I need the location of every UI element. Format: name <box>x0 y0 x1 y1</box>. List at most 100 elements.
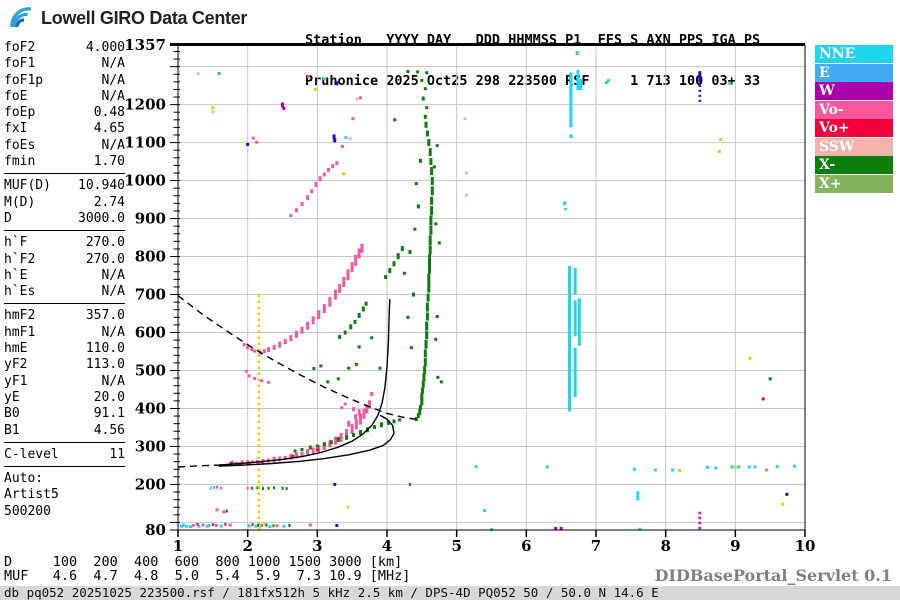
param-label: D <box>4 210 12 226</box>
series-f1-o-trace-red <box>229 436 340 466</box>
series-line190-green <box>250 486 288 491</box>
param-row-fxi: fxI 4.65 <box>4 121 125 137</box>
series-line190-cyan <box>209 485 216 490</box>
param-value: 4.000 <box>85 40 125 55</box>
series-es-green <box>225 482 411 528</box>
series-hi-lightblue <box>217 71 221 75</box>
param-label: hmF1 <box>4 324 36 340</box>
series-f3-trace <box>289 161 339 218</box>
x-tick-label-9: 9 <box>730 537 740 555</box>
param-value: N/A <box>101 137 125 153</box>
parameter-panel: foF2 4.000 foF1 N/A foF1p N/A foE N/A foEp 0.48 fx… <box>4 40 125 527</box>
series-hi-yellow <box>211 87 723 176</box>
y-tick-label-1000: 1000 <box>124 172 166 190</box>
series-f2-trace <box>242 243 364 384</box>
curve-o-trace-fit <box>218 299 391 466</box>
y-tick-label-600: 600 <box>135 324 166 342</box>
legend-item-e: E <box>815 63 893 82</box>
param-value: 270.0 <box>85 235 125 251</box>
param-label: hmF2 <box>4 308 36 324</box>
param-label: foF1p <box>4 72 44 88</box>
param-value: 113.0 <box>85 357 125 373</box>
legend-item-nne: NNE <box>815 45 893 63</box>
param-value: N/A <box>101 267 125 283</box>
param-value: N/A <box>101 88 125 104</box>
series-es-pink <box>191 508 312 528</box>
series-es-cyan <box>179 491 642 532</box>
param-value: 20.0 <box>93 389 125 405</box>
param-group: MUF(D) 10.940 M(D) 2.74 D 3000.0 <box>4 178 125 232</box>
param-value: 4.56 <box>93 422 125 438</box>
param-value: 357.0 <box>85 308 125 324</box>
x-tick-label-5: 5 <box>451 537 461 555</box>
series-right-misc-lightgreen <box>765 468 769 472</box>
y-tick-label-900: 900 <box>135 210 166 228</box>
series-line190-yellow <box>257 485 260 489</box>
param-value: 270.0 <box>85 251 125 267</box>
y-tick-label-1200: 1200 <box>124 96 166 114</box>
y-tick-label-200: 200 <box>135 475 166 493</box>
param-row-hf2: h`F2 270.0 <box>4 252 125 268</box>
x-tick-label-10: 10 <box>795 537 816 555</box>
param-value: N/A <box>101 72 125 88</box>
param-label: yF2 <box>4 357 28 373</box>
curve-x-trace-hook <box>218 414 395 467</box>
x-tick-label-2: 2 <box>242 537 252 555</box>
param-value: 91.1 <box>93 406 125 422</box>
y-tick-label-1100: 1100 <box>124 134 166 152</box>
param-row-foep: foEp 0.48 <box>4 105 125 121</box>
param-row-b0: B0 91.1 <box>4 406 125 422</box>
param-row-fof2: foF2 4.000 <box>4 40 125 56</box>
series-nne-vertical-bars <box>563 51 583 412</box>
param-value: 11 <box>109 446 125 462</box>
y-tick-label-500: 500 <box>135 361 166 379</box>
x-tick-label-6: 6 <box>521 537 531 555</box>
param-value: 110.0 <box>85 341 125 357</box>
param-row-hmf2: hmF2 357.0 <box>4 308 125 324</box>
lowell-giro-logo: Lowell GIRO Data Center <box>8 6 247 30</box>
param-row-fof1: foF1 N/A <box>4 56 125 72</box>
legend-item-w: W <box>815 82 893 100</box>
series-line190-pink <box>216 485 249 490</box>
series-hi-pink <box>251 75 363 148</box>
y-tick-label-300: 300 <box>135 437 166 455</box>
param-label: h`E <box>4 267 28 283</box>
y-tick-label-1357: 1357 <box>124 36 166 54</box>
logo-text: Lowell GIRO Data Center <box>41 7 248 28</box>
param-row-hes: h`Es N/A <box>4 284 125 300</box>
autoscaling-info: Auto: Artist5 500200 <box>4 471 125 523</box>
param-row-hme: hmE 110.0 <box>4 341 125 357</box>
legend-item-x: X+ <box>815 174 893 193</box>
echo-direction-legend: NNE E W Vo- Vo+ SSW X- X+ <box>815 45 893 193</box>
series-x1-vertical <box>402 70 443 422</box>
y-tick-label-700: 700 <box>135 286 166 304</box>
param-row-foes: foEs N/A <box>4 138 125 154</box>
series-es-yellow <box>259 505 349 529</box>
param-label: h`F2 <box>4 251 36 267</box>
param-label: MUF(D) <box>4 178 51 194</box>
param-row-b1: B1 4.56 <box>4 423 125 439</box>
param-value: 1.70 <box>93 154 125 170</box>
param-label: B0 <box>4 406 20 422</box>
series-es-purple <box>554 526 563 530</box>
param-label: foF1 <box>4 56 36 72</box>
param-row-foe: foE N/A <box>4 89 125 105</box>
param-row-he: h`E N/A <box>4 268 125 284</box>
giro-wave-icon <box>8 6 36 30</box>
y-tick-label-400: 400 <box>135 399 166 417</box>
param-value: N/A <box>101 373 125 389</box>
series-line245-cyan <box>474 464 797 472</box>
series-right-misc-green <box>768 377 772 381</box>
param-value: N/A <box>101 324 125 340</box>
auto-line: Artist5 <box>4 487 59 503</box>
param-value: 0.48 <box>93 105 125 121</box>
series-hi-navy <box>246 81 339 147</box>
legend-item-x: X- <box>815 156 893 174</box>
param-label: h`F <box>4 235 28 251</box>
param-label: foEp <box>4 105 36 121</box>
y-tick-label-800: 800 <box>135 248 166 266</box>
param-group: hmF2 357.0 hmF1 N/A hmE 110.0 yF2 113.0 yF1 N/A yE… <box>4 308 125 443</box>
param-group: C-level 11 <box>4 446 125 468</box>
y-axis-labels: 1357 1200 1100 1000 900 800 700 600 500 400 300 200… <box>124 36 166 539</box>
